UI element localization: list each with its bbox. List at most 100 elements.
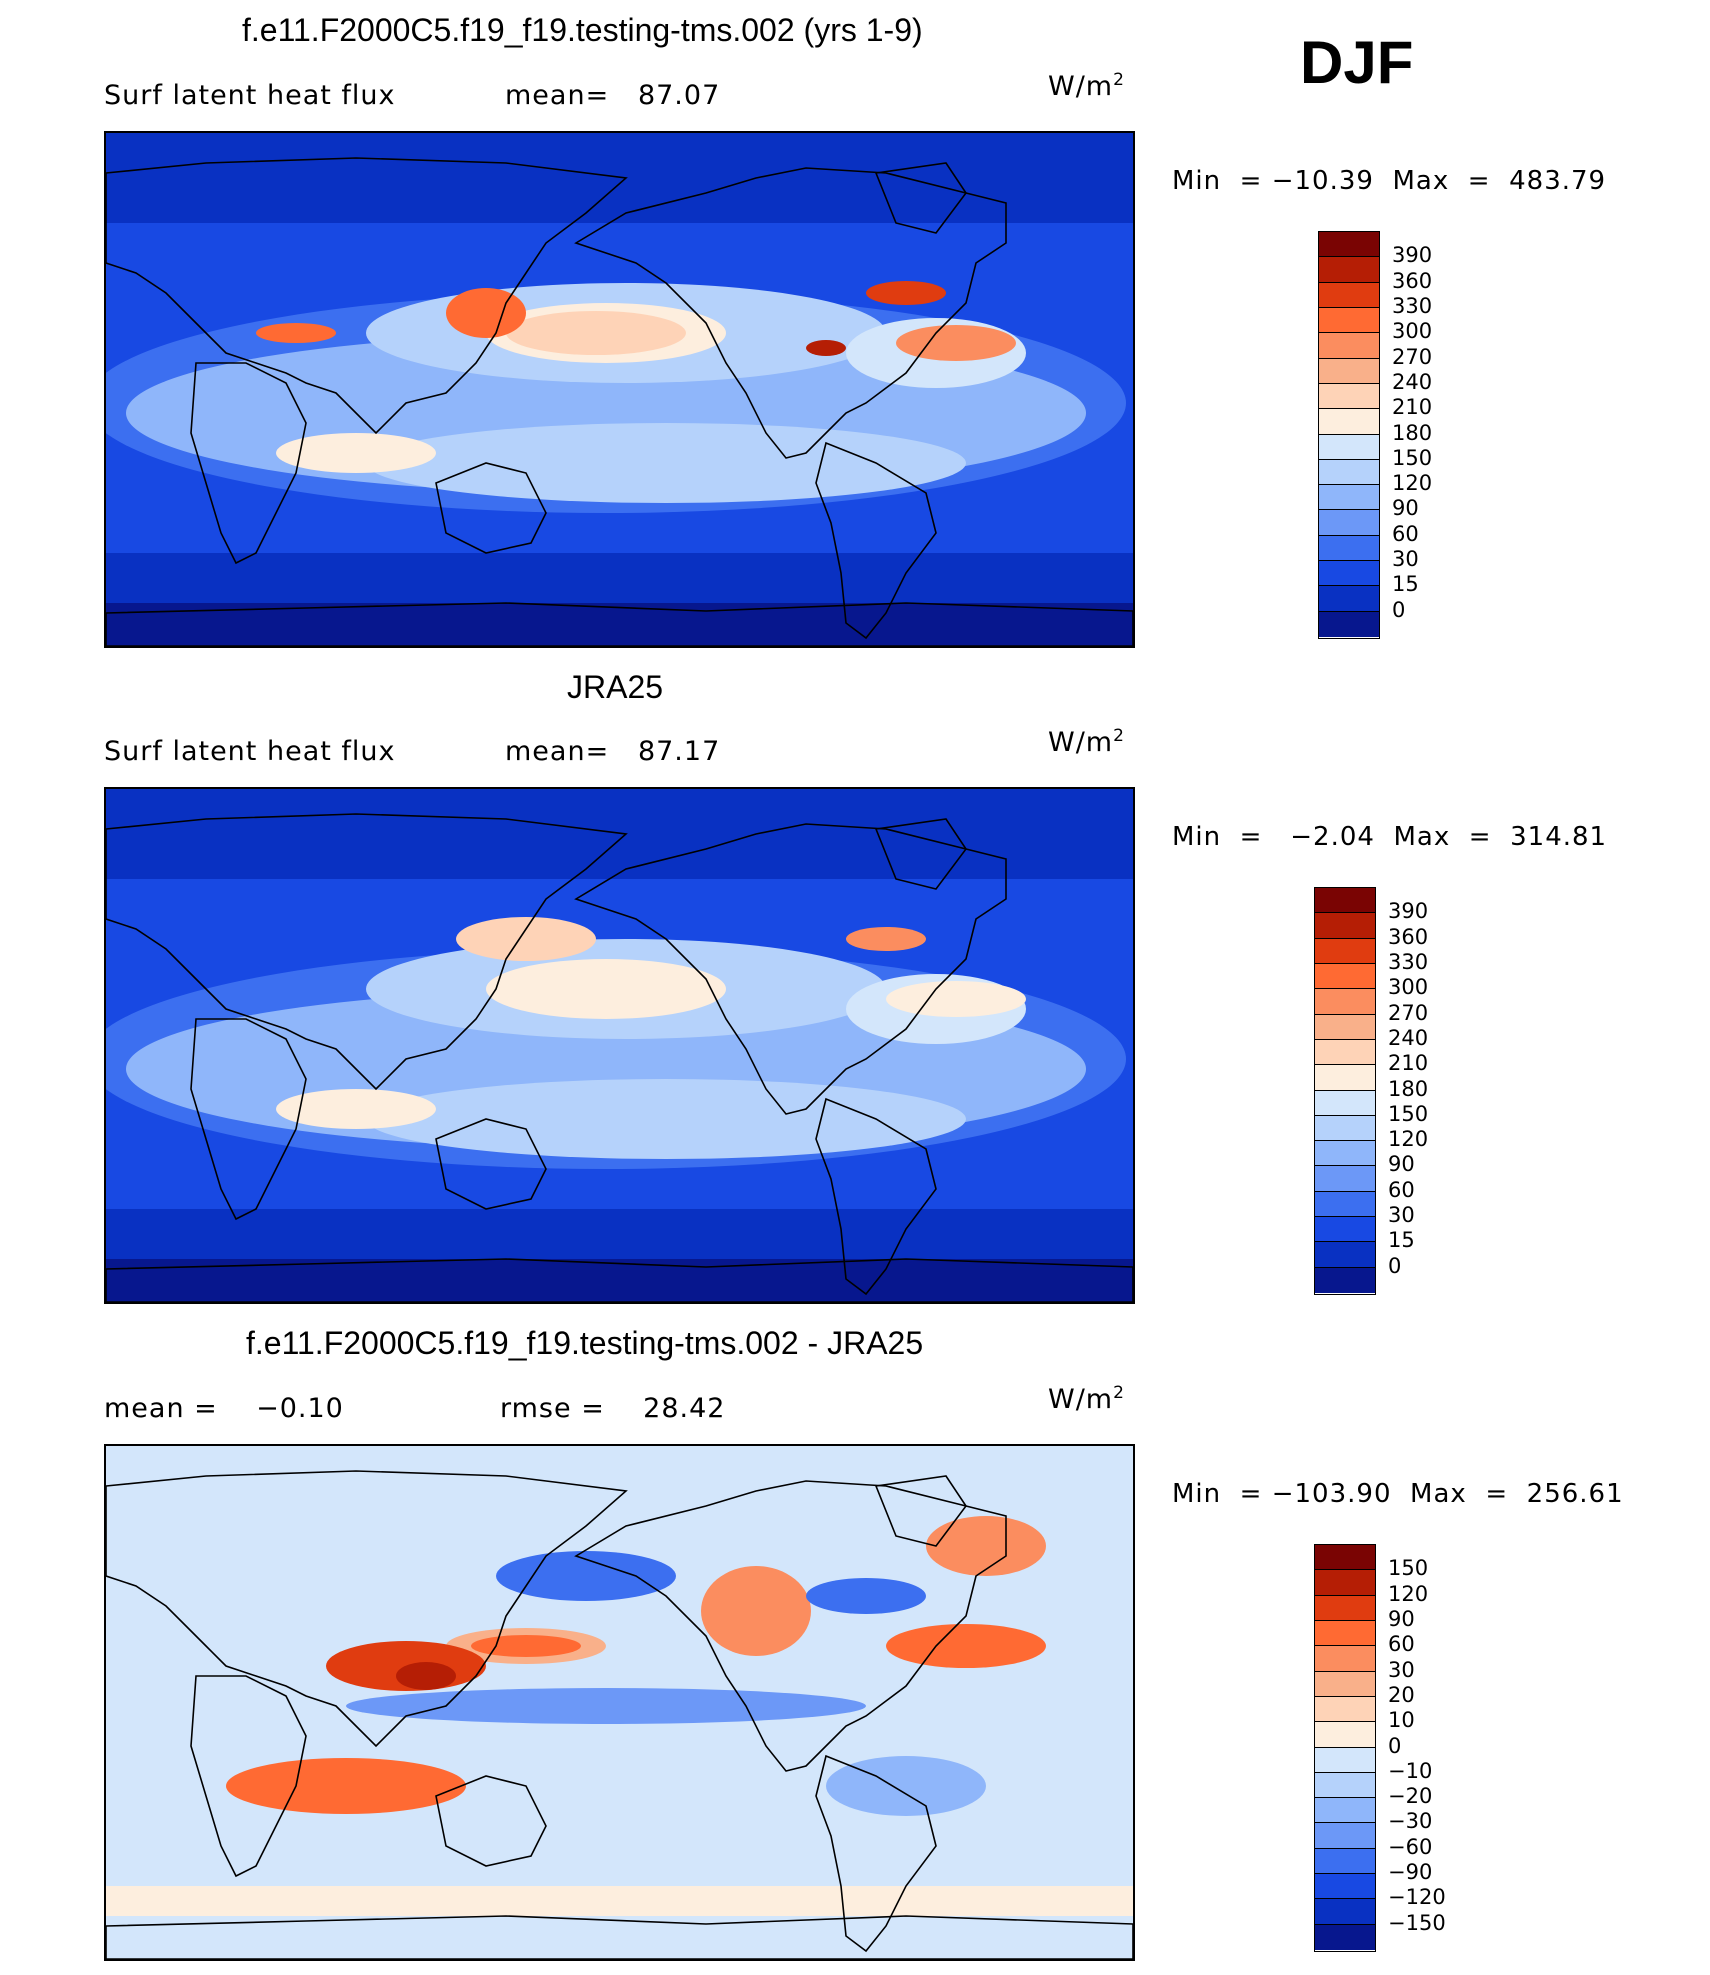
colorbar-swatch	[1315, 1166, 1375, 1192]
colorbar-label: −30	[1388, 1809, 1433, 1834]
panel-1-mean: mean= 87.07	[505, 80, 720, 111]
panel-3-map	[104, 1444, 1135, 1961]
season-label: DJF	[1300, 29, 1414, 96]
colorbar-label: 330	[1388, 949, 1429, 974]
colorbar-swatch	[1315, 1570, 1375, 1596]
colorbar-swatch	[1315, 913, 1375, 939]
colorbar-label: 90	[1388, 1606, 1415, 1631]
colorbar-swatch	[1315, 1798, 1375, 1824]
colorbar-swatch	[1319, 358, 1379, 384]
colorbar-label: 150	[1388, 1556, 1429, 1581]
colorbar-swatch	[1315, 1899, 1375, 1925]
colorbar-swatch	[1315, 1115, 1375, 1142]
panel-2-variable-label: Surf latent heat flux	[104, 736, 396, 767]
colorbar-swatch	[1319, 459, 1379, 486]
colorbar-label: −120	[1388, 1885, 1446, 1910]
colorbar-label: 90	[1388, 1152, 1415, 1177]
panel-3-map-canvas	[106, 1446, 1133, 1959]
colorbar-swatch	[1315, 1267, 1375, 1293]
colorbar-swatch	[1315, 1217, 1375, 1243]
panel-3-colorbar	[1314, 1544, 1376, 1952]
colorbar-label: 10	[1388, 1708, 1415, 1733]
colorbar-swatch	[1315, 1545, 1375, 1571]
panel-3-rmse-value: 28.42	[643, 1393, 726, 1424]
colorbar-label: 60	[1392, 521, 1419, 546]
colorbar-swatch	[1315, 1671, 1375, 1697]
panel-3-mean-value: −0.10	[256, 1393, 344, 1424]
colorbar-swatch	[1315, 989, 1375, 1015]
colorbar-swatch	[1315, 1924, 1375, 1950]
colorbar-label: 360	[1388, 924, 1429, 949]
colorbar-swatch	[1315, 1595, 1375, 1621]
colorbar-label: 0	[1388, 1733, 1402, 1758]
colorbar-swatch	[1315, 1090, 1375, 1116]
panel-3-max-value: 256.61	[1526, 1479, 1624, 1509]
colorbar-label: −20	[1388, 1784, 1433, 1809]
colorbar-label: 60	[1388, 1177, 1415, 1202]
colorbar-label: 60	[1388, 1632, 1415, 1657]
colorbar-swatch	[1319, 257, 1379, 283]
panel-1-variable-label: Surf latent heat flux	[104, 80, 396, 111]
panel-1-minmax: Min = −10.39 Max = 483.79	[1172, 166, 1607, 196]
colorbar-label: 210	[1388, 1051, 1429, 1076]
colorbar-label: 20	[1388, 1682, 1415, 1707]
colorbar-swatch	[1319, 434, 1379, 460]
panel-2-mean-label: mean=	[505, 736, 610, 767]
colorbar-swatch	[1319, 611, 1379, 637]
colorbar-label: 15	[1392, 572, 1419, 597]
panel-2-map	[104, 787, 1135, 1304]
colorbar-label: 300	[1392, 319, 1433, 344]
panel-1-max-value: 483.79	[1509, 166, 1607, 196]
colorbar-swatch	[1315, 1722, 1375, 1748]
colorbar-label: 30	[1388, 1203, 1415, 1228]
colorbar-label: 360	[1392, 268, 1433, 293]
panel-2-mean: mean= 87.17	[505, 736, 720, 767]
colorbar-swatch	[1315, 1823, 1375, 1849]
colorbar-swatch	[1319, 232, 1379, 258]
colorbar-label: 270	[1388, 1000, 1429, 1025]
colorbar-swatch	[1315, 1191, 1375, 1218]
colorbar-swatch	[1315, 1772, 1375, 1799]
colorbar-label: −150	[1388, 1910, 1446, 1935]
panel-2-units: W/m2	[1048, 726, 1125, 758]
colorbar-label: 120	[1388, 1127, 1429, 1152]
colorbar-label: 0	[1388, 1253, 1402, 1278]
panel-3-title: f.e11.F2000C5.f19_f19.testing-tms.002 - …	[246, 1325, 924, 1361]
panel-2-colorbar	[1314, 887, 1376, 1295]
panel-2-map-canvas	[106, 789, 1133, 1302]
colorbar-swatch	[1315, 1242, 1375, 1268]
colorbar-label: 120	[1388, 1581, 1429, 1606]
colorbar-label: −10	[1388, 1758, 1433, 1783]
colorbar-swatch	[1315, 1039, 1375, 1066]
panel-3-mean-label: mean =	[104, 1393, 218, 1424]
colorbar-label: 0	[1392, 597, 1406, 622]
colorbar-swatch	[1319, 409, 1379, 435]
panel-1-map	[104, 131, 1135, 648]
colorbar-swatch	[1319, 282, 1379, 308]
colorbar-swatch	[1319, 333, 1379, 359]
colorbar-label: 15	[1388, 1228, 1415, 1253]
colorbar-label: 240	[1392, 369, 1433, 394]
colorbar-label: 390	[1388, 899, 1429, 924]
colorbar-swatch	[1315, 1747, 1375, 1773]
colorbar-swatch	[1315, 963, 1375, 990]
panel-1-units: W/m2	[1048, 70, 1125, 102]
panel-2-mean-value: 87.17	[637, 736, 721, 767]
colorbar-swatch	[1319, 485, 1379, 511]
panel-3-minmax: Min = −103.90 Max = 256.61	[1172, 1479, 1624, 1509]
panel-1-colorbar	[1318, 231, 1380, 639]
colorbar-swatch	[1315, 1014, 1375, 1040]
panel-1-title: f.e11.F2000C5.f19_f19.testing-tms.002 (y…	[242, 12, 923, 48]
colorbar-swatch	[1315, 1874, 1375, 1900]
colorbar-swatch	[1319, 307, 1379, 334]
colorbar-label: 120	[1392, 471, 1433, 496]
colorbar-swatch	[1315, 888, 1375, 914]
panel-2-minmax: Min = −2.04 Max = 314.81	[1172, 822, 1608, 852]
colorbar-swatch	[1319, 586, 1379, 612]
panel-1-map-canvas	[106, 133, 1133, 646]
colorbar-label: 30	[1392, 547, 1419, 572]
colorbar-label: 270	[1392, 344, 1433, 369]
colorbar-label: 150	[1388, 1101, 1429, 1126]
colorbar-label: 210	[1392, 395, 1433, 420]
colorbar-label: 30	[1388, 1657, 1415, 1682]
